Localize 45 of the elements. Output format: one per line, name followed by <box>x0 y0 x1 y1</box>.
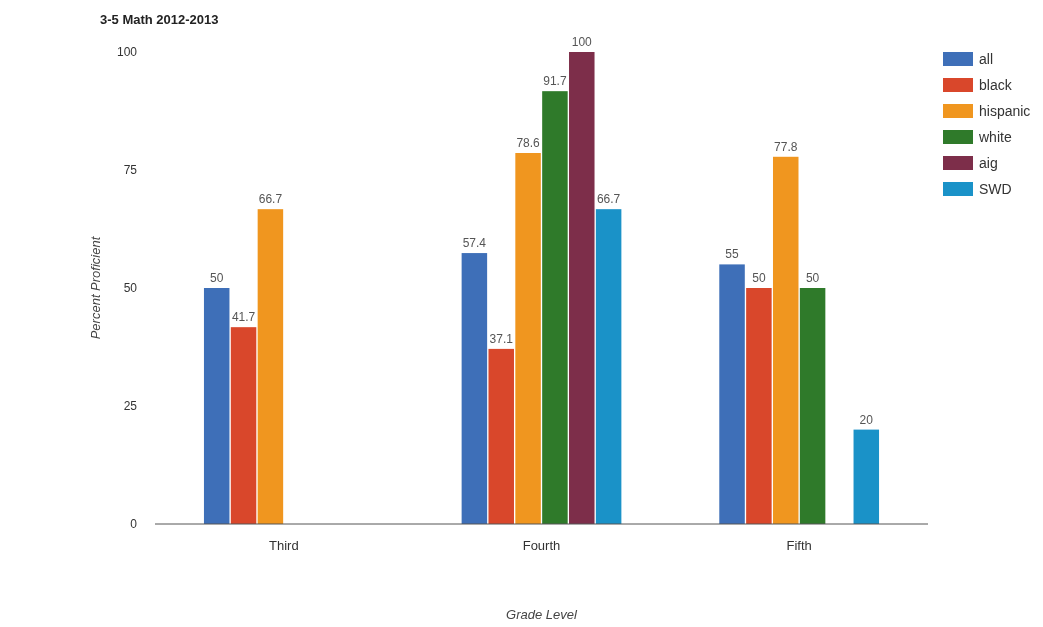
legend-label: all <box>979 51 994 67</box>
bar <box>230 327 257 524</box>
legend-label: black <box>979 77 1013 93</box>
bar <box>203 288 230 524</box>
y-tick-label: 50 <box>123 281 138 295</box>
bar <box>542 91 568 524</box>
legend-label: white <box>978 129 1012 145</box>
bar <box>257 209 284 524</box>
x-tick-label: Fifth <box>786 538 812 553</box>
y-tick-label: 25 <box>123 399 138 413</box>
data-label: 66.7 <box>596 192 621 207</box>
x-tick-label: Fourth <box>522 538 561 553</box>
data-label: 78.6 <box>516 136 541 151</box>
bar <box>799 288 826 524</box>
bar <box>719 264 745 524</box>
x-tick-label: Third <box>269 538 299 553</box>
data-label: 57.4 <box>462 236 487 251</box>
bar <box>853 429 880 524</box>
data-label: 55 <box>725 247 740 262</box>
y-axis-title: Percent Proficient <box>88 235 103 340</box>
bar <box>515 153 541 524</box>
bar <box>488 348 514 524</box>
legend-label: SWD <box>979 181 1012 197</box>
data-label: 50 <box>752 271 766 285</box>
data-label: 41.7 <box>231 310 256 325</box>
bar <box>746 288 772 524</box>
data-label: 20 <box>859 412 874 427</box>
chart-title: 3-5 Math 2012-2013 <box>100 12 219 27</box>
y-tick-label: 0 <box>130 517 138 531</box>
data-label: 37.1 <box>489 331 514 346</box>
bar <box>569 52 595 524</box>
y-tick-label: 100 <box>116 45 138 59</box>
data-label: 77.8 <box>774 139 798 154</box>
y-tick-label: 75 <box>123 163 138 177</box>
data-label: 91.7 <box>543 74 567 89</box>
data-label: 66.7 <box>258 192 283 207</box>
data-label: 50 <box>805 271 820 285</box>
bar <box>461 253 488 524</box>
legend-label: hispanic <box>979 103 1031 119</box>
data-label: 50 <box>210 271 224 285</box>
bar <box>772 156 799 524</box>
legend-label: aig <box>979 155 998 171</box>
x-axis-title: Grade Level <box>506 607 579 622</box>
data-label: 100 <box>571 35 593 49</box>
bar <box>595 209 622 524</box>
